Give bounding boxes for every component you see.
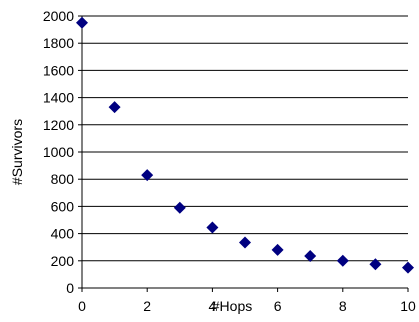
- x-tick-label-2: 2: [143, 298, 151, 314]
- y-axis-title: #Survivors: [9, 119, 25, 185]
- x-tick-label-10: 10: [400, 298, 416, 314]
- y-tick-label-1200: 1200: [43, 117, 74, 133]
- data-point-0: [76, 16, 88, 29]
- y-tick-label-1000: 1000: [43, 144, 74, 160]
- y-tick-label-0: 0: [66, 280, 74, 296]
- data-point-8: [336, 254, 349, 267]
- y-tick-label-1800: 1800: [43, 35, 74, 51]
- y-tick-label-600: 600: [51, 198, 75, 214]
- y-tick-label-400: 400: [51, 226, 75, 242]
- data-point-10: [402, 261, 414, 274]
- x-tick-label-4: 4: [209, 298, 217, 314]
- data-point-6: [271, 243, 284, 256]
- data-point-3: [173, 201, 186, 214]
- data-point-7: [304, 250, 317, 263]
- data-point-4: [206, 221, 219, 234]
- data-points: [76, 16, 414, 274]
- x-axis-title: #Hops: [212, 298, 252, 314]
- y-tick-label-200: 200: [51, 253, 75, 269]
- y-tick-label-2000: 2000: [43, 8, 74, 24]
- data-point-5: [239, 236, 251, 249]
- axes: [78, 15, 409, 292]
- x-tick-label-8: 8: [339, 298, 347, 314]
- data-point-9: [369, 258, 382, 271]
- data-point-2: [141, 169, 154, 182]
- y-tick-label-1400: 1400: [43, 90, 74, 106]
- data-point-1: [108, 101, 121, 114]
- x-tick-label-6: 6: [274, 298, 282, 314]
- gridlines: [82, 15, 408, 262]
- y-tick-label-1600: 1600: [43, 62, 74, 78]
- tick-labels: 0 200 400 600 800 1000 1200 1400 1600 1800 2000 0 2 4…: [43, 8, 416, 314]
- y-tick-label-800: 800: [51, 171, 75, 187]
- x-tick-label-0: 0: [78, 298, 86, 314]
